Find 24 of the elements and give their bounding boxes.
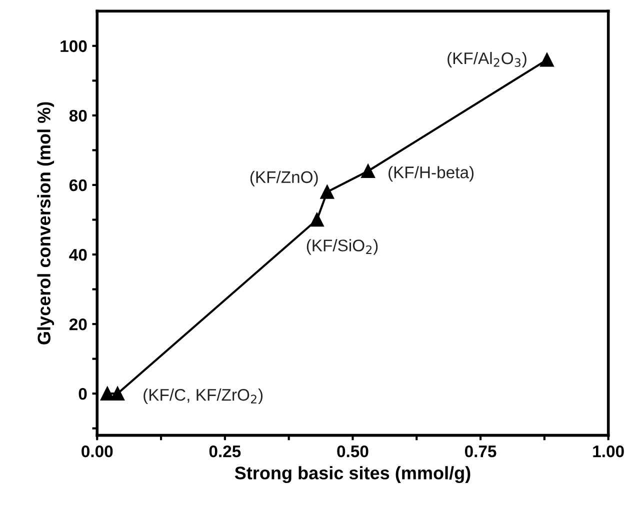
point <box>361 164 376 178</box>
point <box>540 52 554 67</box>
point <box>110 386 125 401</box>
y-tick-label: 40 <box>69 248 87 261</box>
y-axis-title: Glycerol conversion (mol %) <box>37 102 54 344</box>
x-tick-label: 0.50 <box>337 445 368 458</box>
point <box>320 184 334 199</box>
annotation: (KF/ZnO) <box>250 170 318 186</box>
y-tick-label: 60 <box>69 179 87 192</box>
point <box>100 386 114 401</box>
x-tick-label: 1.00 <box>593 445 624 458</box>
text: 0.00 <box>82 445 113 458</box>
annotation: (KF/H-beta) <box>388 166 474 182</box>
y-tick-label: 0 <box>78 388 87 400</box>
x-axis-title: Strong basic sites (mmol/g) <box>234 466 470 484</box>
annotation: (KF/C, KF/ZrO$_{2}$) <box>144 388 263 404</box>
x-tick-label: 0.25 <box>209 445 241 458</box>
y-tick-label: 100 <box>60 40 87 52</box>
annotation: (KF/SiO$_{2}$) <box>306 239 378 255</box>
y-tick-label: 20 <box>69 318 87 330</box>
annotation: (KF/Al$_{2}$O$_{3}$) <box>448 52 526 68</box>
x-tick-label: 0.75 <box>464 445 496 458</box>
y-tick-label: 80 <box>69 110 87 122</box>
point <box>310 212 324 227</box>
